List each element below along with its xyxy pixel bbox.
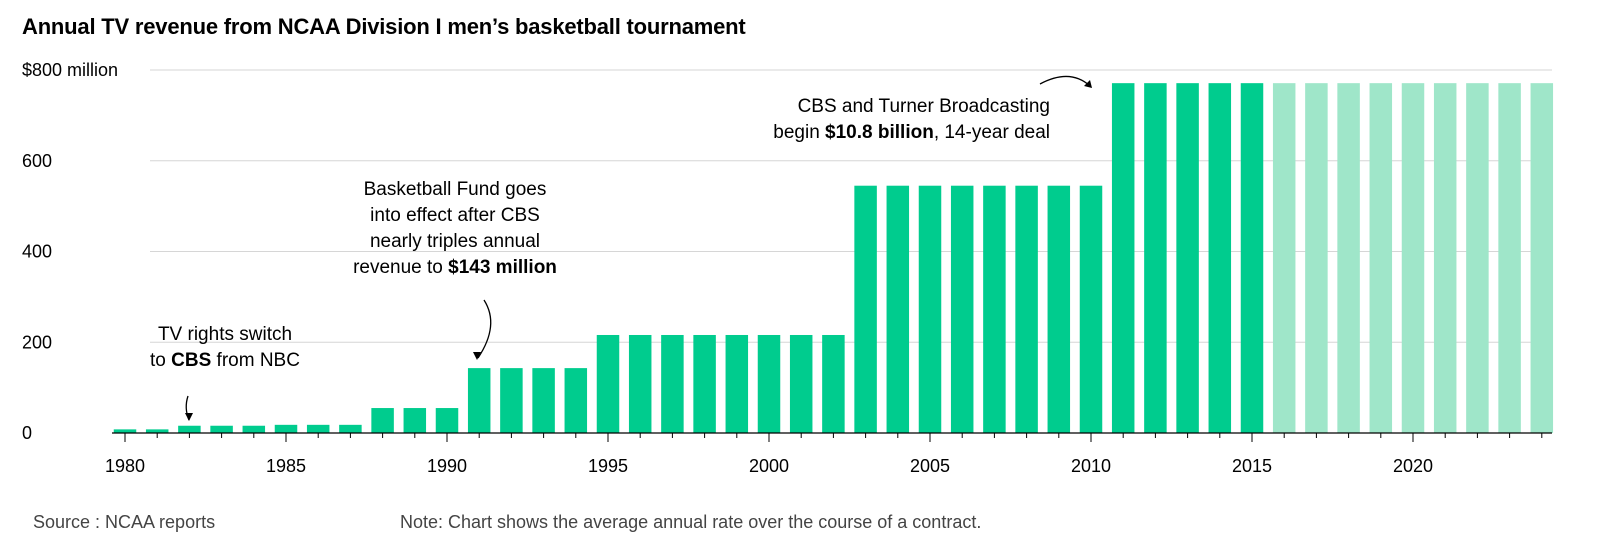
annotations: TV rights switch to CBS from NBC Basketbal… bbox=[150, 75, 1092, 421]
bar bbox=[661, 334, 684, 433]
source-note: Source : NCAA reports bbox=[33, 512, 216, 532]
arrowhead bbox=[473, 352, 481, 360]
y-tick-label: 400 bbox=[22, 242, 52, 262]
bar bbox=[1208, 83, 1232, 433]
bar bbox=[178, 425, 201, 433]
bar bbox=[564, 368, 588, 433]
bar bbox=[596, 334, 620, 433]
bar bbox=[1530, 83, 1554, 433]
x-tick-label: 2010 bbox=[1071, 456, 1111, 476]
bar bbox=[789, 334, 813, 433]
bar bbox=[1047, 185, 1071, 433]
bar bbox=[306, 424, 330, 433]
bar bbox=[1401, 83, 1425, 433]
bar bbox=[822, 334, 845, 433]
x-axis: 1980 1985 1990 1995 2000 2005 2010 2015 2020 bbox=[105, 432, 1552, 476]
y-tick-label: 200 bbox=[22, 332, 52, 352]
bar bbox=[950, 185, 974, 433]
annotation-text: CBS and Turner Broadcasting begin $10.8 b… bbox=[773, 96, 1050, 143]
annotation-text: Basketball Fund goes into effect after CB… bbox=[353, 179, 557, 278]
arrowhead bbox=[1084, 80, 1092, 88]
bar bbox=[1369, 83, 1393, 433]
x-tick-label: 2015 bbox=[1232, 456, 1272, 476]
bar bbox=[1240, 83, 1264, 433]
bar bbox=[693, 334, 716, 433]
x-tick-label: 1980 bbox=[105, 456, 145, 476]
x-tick-label: 1985 bbox=[266, 456, 306, 476]
bars bbox=[113, 83, 1554, 433]
y-tick-label: 600 bbox=[22, 151, 52, 171]
bar bbox=[1305, 83, 1328, 433]
bar-chart: 0 200 400 600 $800 million 1980 1985 1990 1995 2… bbox=[22, 60, 1554, 476]
bar bbox=[145, 429, 169, 433]
x-tick-label: 2005 bbox=[910, 456, 950, 476]
bar bbox=[113, 429, 137, 433]
bar bbox=[918, 185, 942, 433]
x-tick-label: 2000 bbox=[749, 456, 789, 476]
chart-title: Annual TV revenue from NCAA Division I m… bbox=[22, 14, 746, 39]
bar bbox=[725, 334, 749, 433]
arrowhead bbox=[185, 413, 193, 421]
x-tick-label: 1995 bbox=[588, 456, 628, 476]
bar bbox=[1466, 83, 1489, 433]
bar bbox=[1176, 83, 1199, 433]
x-tick-label: 1990 bbox=[427, 456, 467, 476]
bar bbox=[983, 185, 1006, 433]
annotation-text: TV rights switch to CBS from NBC bbox=[150, 324, 300, 371]
bar bbox=[1498, 83, 1521, 433]
bar bbox=[500, 368, 523, 433]
y-axis-labels: 0 200 400 600 $800 million bbox=[22, 60, 118, 443]
bar bbox=[532, 368, 555, 433]
bar bbox=[1144, 83, 1167, 433]
x-tick-label: 2020 bbox=[1393, 456, 1433, 476]
bar bbox=[435, 408, 459, 433]
bar bbox=[371, 408, 394, 433]
bar bbox=[1015, 185, 1038, 433]
bar bbox=[242, 425, 266, 433]
y-tick-label: 0 bbox=[22, 423, 32, 443]
y-tick-label: $800 million bbox=[22, 60, 118, 80]
bar bbox=[886, 185, 910, 433]
footnote: Note: Chart shows the average annual rat… bbox=[400, 512, 982, 532]
bar bbox=[1433, 83, 1457, 433]
bar bbox=[628, 334, 652, 433]
bar bbox=[274, 424, 298, 433]
bar bbox=[1079, 185, 1103, 433]
bar bbox=[467, 368, 491, 433]
bar bbox=[1111, 83, 1135, 433]
annotation-arrow bbox=[1039, 75, 1091, 87]
bar bbox=[1337, 83, 1360, 433]
annotation-arrow bbox=[477, 299, 492, 359]
bar bbox=[1272, 83, 1296, 433]
bar bbox=[403, 408, 427, 433]
bar bbox=[339, 424, 362, 433]
bar bbox=[757, 334, 781, 433]
bar bbox=[210, 425, 233, 433]
bar bbox=[854, 185, 877, 433]
